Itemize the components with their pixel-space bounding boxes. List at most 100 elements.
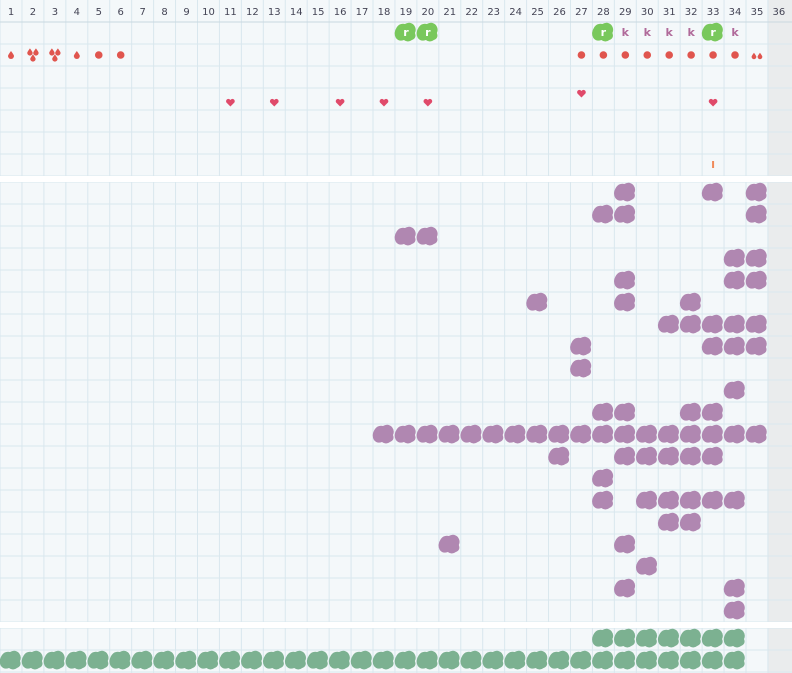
summary-blob (175, 650, 197, 670)
badge-blob (416, 22, 438, 42)
dot-icon (731, 51, 739, 59)
entry-blob (614, 578, 636, 598)
entry-blob (745, 204, 767, 224)
entry-blob (723, 424, 745, 444)
column-number: 12 (246, 7, 259, 18)
drop-icon (30, 54, 36, 62)
column-number: 30 (641, 7, 654, 18)
column-number: 18 (378, 7, 391, 18)
heart-icon (379, 98, 389, 107)
entry-blob (657, 512, 679, 532)
badge-letter: k (666, 26, 674, 39)
entry-blob (526, 424, 548, 444)
summary-blob (657, 628, 679, 648)
badge-letter: r (425, 26, 431, 39)
entry-blob (745, 314, 767, 334)
summary-blob (350, 650, 372, 670)
heart-icon (577, 89, 586, 98)
column-number: 9 (183, 7, 189, 18)
entry-blob (526, 292, 548, 312)
entry-blob (482, 424, 504, 444)
column-number: 29 (619, 7, 632, 18)
entry-blob (657, 446, 679, 466)
column-number: 6 (118, 7, 124, 18)
entry-blob (570, 358, 592, 378)
dot-icon (687, 51, 695, 59)
entry-blob (416, 226, 438, 246)
entry-blob (679, 446, 701, 466)
column-number: 20 (421, 7, 434, 18)
entry-blob (416, 424, 438, 444)
column-number: 7 (139, 7, 145, 18)
entry-blob (592, 402, 614, 422)
summary-blob (679, 650, 701, 670)
entry-blob (723, 600, 745, 620)
entry-blob (657, 424, 679, 444)
column-number: 22 (465, 7, 478, 18)
summary-blob (416, 650, 438, 670)
entry-blob (723, 248, 745, 268)
entry-blob (679, 424, 701, 444)
heart-icon (335, 98, 345, 107)
column-number: 8 (161, 7, 167, 18)
summary-blob (614, 628, 636, 648)
entry-blob (614, 270, 636, 290)
summary-blob (635, 650, 658, 670)
entry-blob (657, 490, 679, 510)
entry-blob (723, 336, 745, 356)
entry-blob (745, 248, 767, 268)
drop-icon (757, 52, 763, 60)
badge-blob (701, 22, 723, 42)
drop-icon (55, 48, 61, 56)
dot-icon (665, 51, 673, 59)
column-number: 10 (202, 7, 215, 18)
entry-blob (592, 490, 614, 510)
entry-blob (635, 490, 658, 510)
entry-blob (723, 578, 745, 598)
summary-blob (548, 650, 570, 670)
summary-blob (0, 650, 21, 670)
dot-icon (621, 51, 630, 59)
entry-blob (438, 424, 460, 444)
drop-icon (49, 48, 55, 56)
column-number: 2 (30, 7, 36, 18)
entry-blob (592, 424, 614, 444)
badge-blob (592, 22, 614, 42)
entry-blob (614, 534, 636, 554)
summary-blob (701, 628, 723, 648)
entry-blob (592, 468, 614, 488)
dot-icon (577, 51, 586, 59)
entry-blob (701, 424, 723, 444)
column-number: 34 (729, 7, 742, 18)
drop-icon (27, 48, 33, 56)
entry-blob (701, 490, 723, 510)
summary-blob (306, 650, 328, 670)
heart-icon (708, 98, 718, 107)
drop-icon (751, 52, 757, 60)
drop-icon (73, 51, 80, 60)
summary-blob (460, 650, 482, 670)
entry-blob (723, 490, 745, 510)
column-number: 11 (224, 7, 237, 18)
badge-letter: r (710, 26, 716, 39)
column-number: 31 (663, 7, 676, 18)
small-mark (712, 161, 715, 168)
summary-blob (482, 650, 504, 670)
entry-blob (372, 424, 394, 444)
badge-letter: k (644, 26, 652, 39)
entry-blob (504, 424, 526, 444)
entry-blob (679, 402, 701, 422)
summary-blob (262, 650, 285, 670)
entry-blob (657, 314, 679, 334)
heart-icon (269, 98, 279, 107)
heart-icon (423, 98, 433, 107)
entry-blob (701, 402, 723, 422)
summary-blob (592, 628, 614, 648)
entry-blob (745, 182, 767, 202)
summary-blob (723, 650, 745, 670)
column-number: 33 (707, 7, 720, 18)
summary-blob (592, 650, 614, 670)
entry-blob (548, 446, 570, 466)
dot-icon (116, 51, 125, 59)
